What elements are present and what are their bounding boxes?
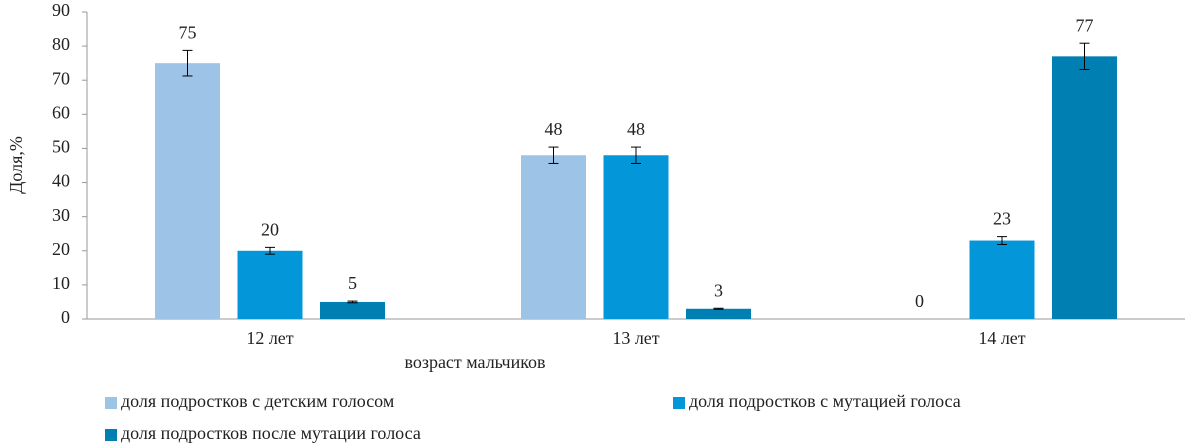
y-tick-label: 50 — [52, 137, 70, 157]
error-bar — [997, 236, 1007, 245]
error-bar — [1079, 42, 1090, 70]
legend-label: доля подростков с детским голосом — [121, 391, 394, 411]
error-bar — [265, 246, 275, 255]
y-tick-label: 80 — [52, 34, 70, 54]
x-tick-label: 13 лет — [612, 328, 659, 348]
error-bar — [182, 49, 193, 77]
y-tick-label: 70 — [52, 68, 70, 88]
bar — [521, 155, 586, 319]
data-label: 48 — [627, 119, 645, 139]
error-bar — [713, 307, 724, 310]
data-label: 3 — [714, 280, 723, 300]
y-axis-label: Доля,% — [6, 136, 26, 194]
legend-label: доля подростков после мутации голоса — [121, 423, 421, 443]
data-label: 75 — [179, 23, 197, 43]
x-tick-label: 14 лет — [978, 328, 1025, 348]
bar — [155, 63, 220, 319]
y-tick-label: 0 — [61, 307, 70, 327]
x-axis-label: возраст мальчиков — [404, 352, 545, 372]
legend-swatch — [105, 429, 117, 441]
bar — [969, 240, 1035, 319]
y-tick-label: 60 — [52, 102, 70, 122]
bar — [686, 308, 751, 319]
error-bar — [631, 146, 641, 164]
y-tick-label: 40 — [52, 171, 70, 191]
bar — [237, 250, 303, 319]
data-label: 20 — [261, 219, 279, 239]
legend-swatch — [673, 397, 685, 409]
bar — [603, 155, 669, 319]
error-bar — [548, 146, 559, 164]
legend-label: доля подростков с мутацией голоса — [689, 391, 961, 411]
error-bar — [347, 300, 358, 304]
data-label: 23 — [993, 209, 1011, 229]
data-label: 0 — [915, 291, 924, 311]
y-tick-label: 20 — [52, 239, 70, 259]
data-label: 77 — [1076, 15, 1094, 35]
x-tick-label: 12 лет — [246, 328, 293, 348]
y-tick-label: 90 — [52, 0, 70, 20]
bar — [320, 301, 385, 319]
data-label: 48 — [545, 119, 563, 139]
legend-swatch — [105, 397, 117, 409]
y-tick-label: 30 — [52, 205, 70, 225]
bar — [1052, 56, 1117, 319]
y-tick-label: 10 — [52, 273, 70, 293]
data-label: 5 — [348, 273, 357, 293]
